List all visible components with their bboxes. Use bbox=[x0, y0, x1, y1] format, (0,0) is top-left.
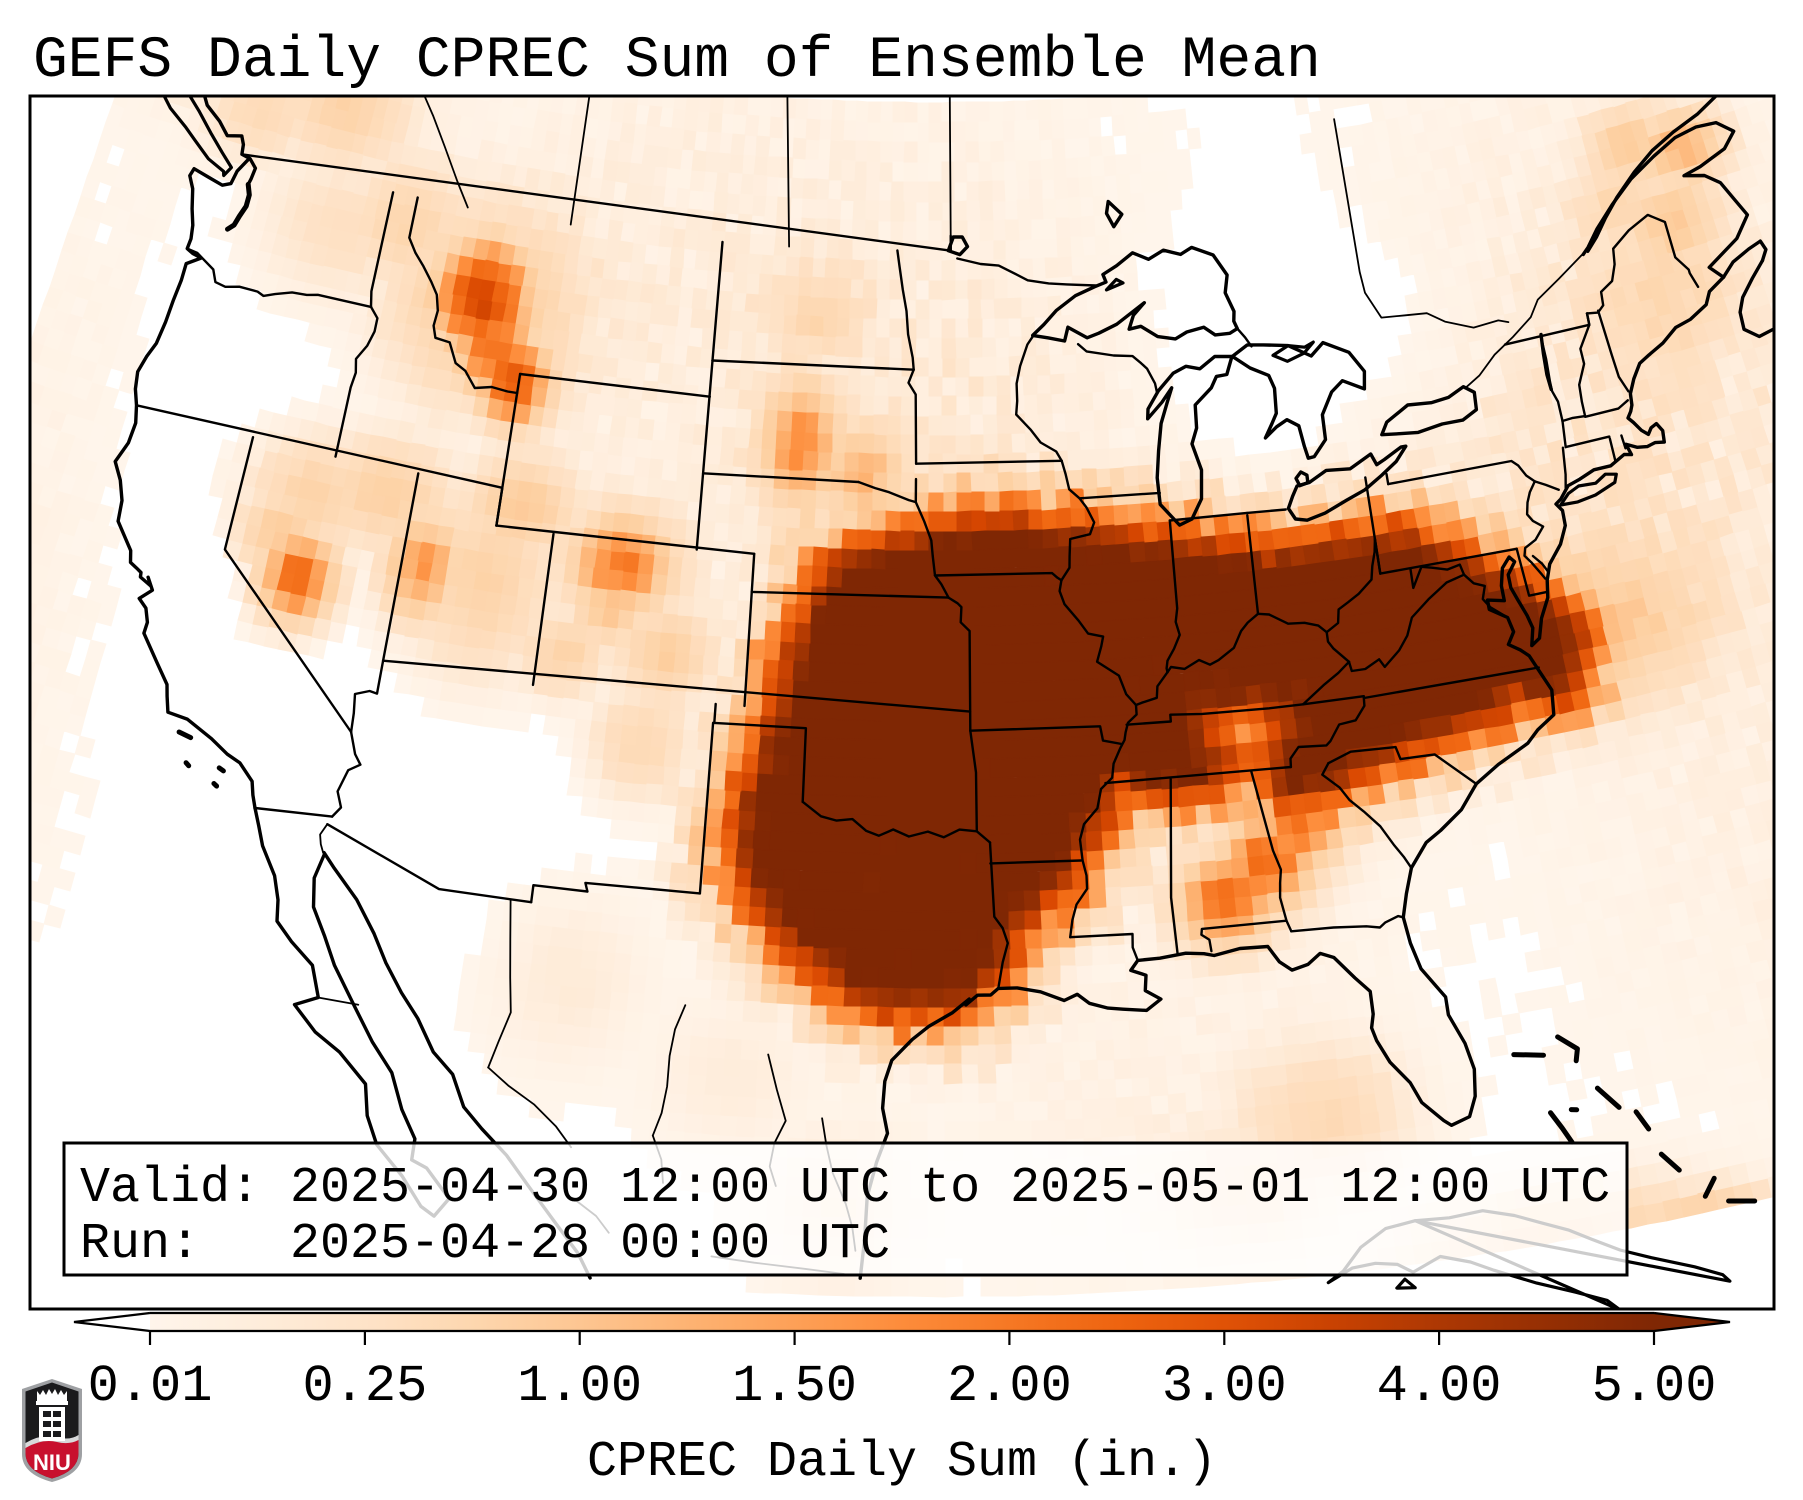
svg-text:1.00: 1.00 bbox=[517, 1357, 642, 1416]
svg-text:0.25: 0.25 bbox=[302, 1357, 427, 1416]
svg-text:NIU: NIU bbox=[33, 1450, 71, 1475]
svg-text:2.00: 2.00 bbox=[947, 1357, 1072, 1416]
svg-text:0.01: 0.01 bbox=[88, 1357, 213, 1416]
svg-text:3.00: 3.00 bbox=[1162, 1357, 1287, 1416]
svg-text:Valid: 2025-04-30 12:00 UTC to: Valid: 2025-04-30 12:00 UTC to 2025-05-0… bbox=[80, 1160, 1610, 1217]
svg-text:5.00: 5.00 bbox=[1592, 1357, 1717, 1416]
svg-text:1.50: 1.50 bbox=[732, 1357, 857, 1416]
svg-text:Run: 2025-04-28 00:00 UTC: Run: 2025-04-28 00:00 UTC bbox=[80, 1216, 890, 1273]
svg-text:GEFS Daily CPREC Sum of Ensemb: GEFS Daily CPREC Sum of Ensemble Mean bbox=[33, 29, 1321, 94]
svg-text:4.00: 4.00 bbox=[1377, 1357, 1502, 1416]
svg-text:CPREC Daily Sum (in.): CPREC Daily Sum (in.) bbox=[587, 1434, 1217, 1491]
